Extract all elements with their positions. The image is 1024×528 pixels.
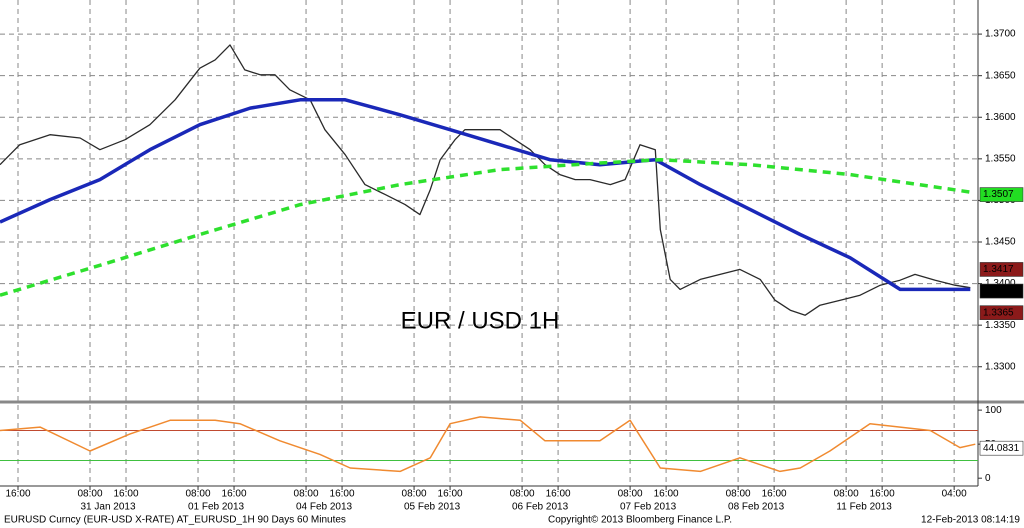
y-tick-label: 1.3600 xyxy=(985,112,1016,123)
date-label: 01 Feb 2013 xyxy=(188,502,245,513)
x-tick-label: 16:00 xyxy=(870,489,895,500)
x-tick-label: 08:00 xyxy=(618,489,643,500)
x-tick-label: 16:00 xyxy=(546,489,571,500)
y-tick-label: 1.3400 xyxy=(985,278,1016,289)
price-tag: 1.3507 xyxy=(983,189,1014,200)
y-tick-label: 1.3350 xyxy=(985,320,1016,331)
date-label: 05 Feb 2013 xyxy=(404,502,461,513)
x-tick-label: 16:00 xyxy=(222,489,247,500)
date-label: 11 Feb 2013 xyxy=(836,502,892,513)
price-tag-box xyxy=(979,262,1024,277)
series-line xyxy=(0,416,976,473)
x-tick-label: 04:00 xyxy=(942,489,967,500)
x-tick-label: 08:00 xyxy=(834,489,859,500)
x-tick-label: 16:00 xyxy=(330,489,355,500)
date-label: 07 Feb 2013 xyxy=(620,502,677,513)
price-tag-box xyxy=(979,187,1024,202)
footer-left: EURUSD Curncy (EUR-USD X-RATE) AT_EURUSD… xyxy=(4,515,346,526)
price-tag: 1.3391 xyxy=(983,286,1014,297)
x-tick-label: 16:00 xyxy=(438,489,463,500)
y-tick-label: 100 xyxy=(985,405,1002,416)
y-tick-label: 1.3650 xyxy=(985,70,1016,81)
x-tick-label: 16:00 xyxy=(654,489,679,500)
series-line xyxy=(0,98,971,292)
annotation: EUR / USD 1H xyxy=(401,307,560,334)
price-tag-box xyxy=(979,305,1024,320)
footer-center: Copyright© 2013 Bloomberg Finance L.P. xyxy=(548,515,732,526)
y-tick-label: 1.3550 xyxy=(985,153,1016,164)
x-tick-label: 08:00 xyxy=(726,489,751,500)
footer-right: 12-Feb-2013 08:14:19 xyxy=(921,515,1020,526)
x-tick-label: 08:00 xyxy=(294,489,319,500)
x-tick-label: 16:00 xyxy=(762,489,787,500)
x-tick-label: 16:00 xyxy=(5,489,30,500)
date-label: 31 Jan 2013 xyxy=(80,502,135,513)
series-line xyxy=(0,157,971,297)
price-tag: 44.0831 xyxy=(983,443,1020,454)
x-tick-label: 08:00 xyxy=(510,489,535,500)
x-tick-label: 08:00 xyxy=(186,489,211,500)
x-tick-label: 08:00 xyxy=(402,489,427,500)
price-tag: 1.3365 xyxy=(983,307,1014,318)
y-tick-label: 1.3300 xyxy=(985,361,1016,372)
date-label: 08 Feb 2013 xyxy=(728,502,785,513)
series-line xyxy=(0,44,971,316)
x-tick-label: 16:00 xyxy=(114,489,139,500)
date-label: 06 Feb 2013 xyxy=(512,502,569,513)
date-label: 04 Feb 2013 xyxy=(296,502,353,513)
price-tag: 1.3417 xyxy=(983,264,1014,275)
price-tag-box xyxy=(979,440,1024,456)
y-tick-label: 0 xyxy=(985,473,991,484)
y-tick-label: 1.3700 xyxy=(985,29,1016,40)
y-tick-label: 1.3450 xyxy=(985,237,1016,248)
x-tick-label: 08:00 xyxy=(77,489,102,500)
price-tag-box xyxy=(979,283,1024,299)
